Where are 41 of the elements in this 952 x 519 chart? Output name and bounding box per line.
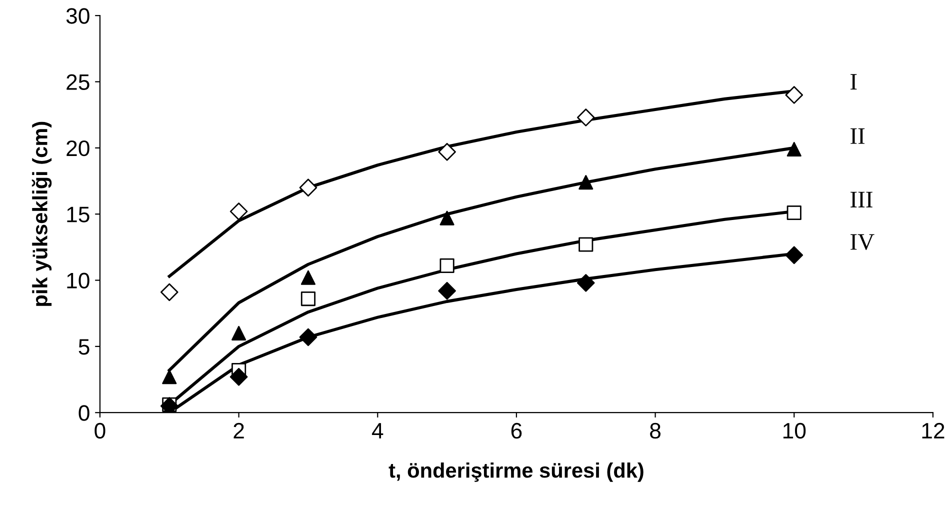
- y-tick-label: 20: [66, 140, 90, 156]
- point: [786, 142, 802, 157]
- point: [785, 86, 804, 104]
- point: [440, 210, 454, 226]
- y-tick-label: 25: [66, 74, 90, 90]
- y-tick-label: 10: [67, 272, 90, 289]
- point: [300, 292, 316, 306]
- text: II: [850, 128, 865, 144]
- y-tick-label: 0: [78, 405, 90, 421]
- x-tick-label: 4: [372, 423, 384, 438]
- point: [576, 274, 595, 292]
- point: [578, 175, 594, 190]
- x-axis-title: t, önderiştirme süresi (dk): [388, 462, 644, 482]
- y-tick-label: 5: [78, 339, 90, 355]
- text: I: [850, 74, 857, 90]
- point: [438, 142, 456, 161]
- point: [785, 246, 804, 264]
- x-tick-label: 2: [234, 422, 244, 438]
- point: [786, 205, 802, 220]
- point: [162, 370, 177, 384]
- x-tick-label: 8: [650, 422, 661, 439]
- point: [230, 202, 248, 220]
- point: [440, 258, 454, 273]
- point: [576, 108, 595, 126]
- x-tick-label: 12: [922, 422, 944, 438]
- point: [438, 282, 456, 300]
- text: III: [850, 192, 872, 208]
- point: [160, 283, 178, 302]
- point: [299, 328, 318, 346]
- x-tick-label: 6: [511, 422, 522, 439]
- point: [299, 178, 318, 197]
- point: [300, 270, 316, 285]
- point: [230, 368, 248, 386]
- x-tick-label: 10: [783, 422, 806, 439]
- x-tick-label: 0: [94, 422, 106, 439]
- y-axis-title: pik yüksekliği (cm): [32, 122, 52, 306]
- point: [578, 237, 594, 252]
- y-tick-label: 30: [66, 8, 90, 24]
- y-tick-label: 15: [67, 206, 90, 222]
- text: IV: [850, 234, 874, 250]
- point: [232, 326, 246, 340]
